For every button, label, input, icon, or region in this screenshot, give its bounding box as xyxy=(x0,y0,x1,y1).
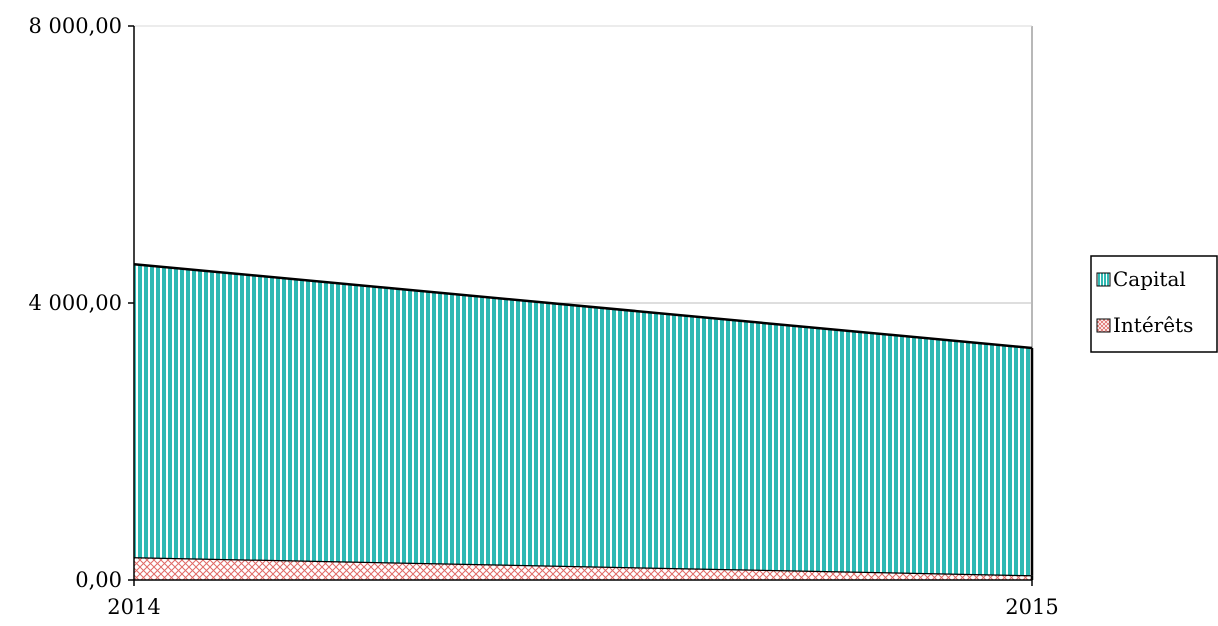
y-tick-label: 8 000,00 xyxy=(28,14,122,38)
area-capital xyxy=(134,264,1032,576)
legend-label-interets: Intérêts xyxy=(1113,313,1193,337)
legend-swatch-interets xyxy=(1096,318,1111,333)
y-tick-label: 4 000,00 xyxy=(28,291,122,315)
legend-label-capital: Capital xyxy=(1113,267,1186,291)
x-tick-label: 2015 xyxy=(1005,595,1058,619)
x-tick-labels: 2014 2015 xyxy=(107,595,1058,619)
area-edge-interets xyxy=(133,555,1033,577)
y-tick-labels: 0,00 4 000,00 8 000,00 xyxy=(28,14,122,592)
y-tick-label: 0,00 xyxy=(75,568,122,592)
legend-box xyxy=(1090,255,1218,353)
legend-swatch-capital xyxy=(1096,272,1111,287)
x-tick-label: 2014 xyxy=(107,595,160,619)
legend: Capital Intérêts xyxy=(1090,255,1218,353)
axes xyxy=(128,25,1033,586)
area-series xyxy=(133,262,1034,580)
area-edge-capital xyxy=(133,262,1033,350)
